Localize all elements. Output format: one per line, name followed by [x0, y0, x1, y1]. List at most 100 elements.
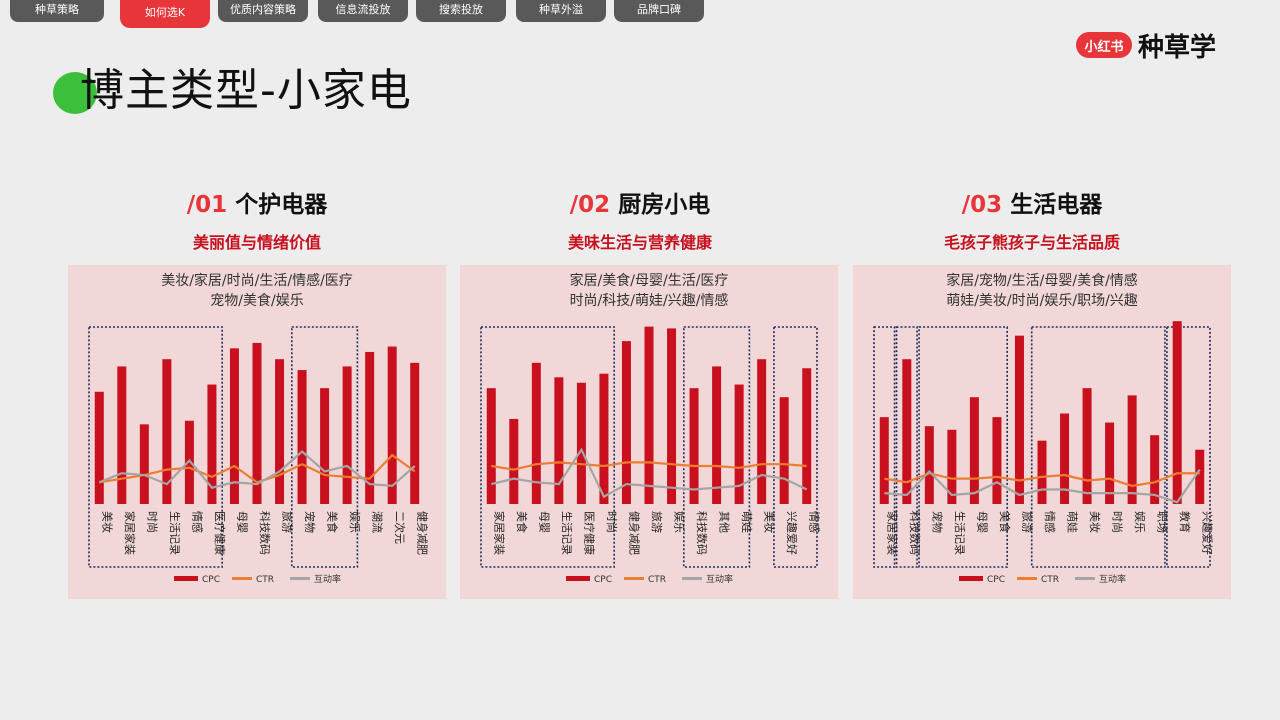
tab-1[interactable]: 如何选K: [120, 0, 210, 28]
bar-cpc: [779, 397, 789, 504]
bar-cpc: [531, 362, 541, 504]
category-label: 美妆: [1088, 511, 1101, 533]
category-label: 情感: [1043, 511, 1056, 533]
bar-cpc: [1082, 388, 1092, 504]
bar-cpc: [802, 368, 812, 504]
category-label: 母婴: [235, 511, 248, 533]
chart-panel-2: 家居/美食/母婴/生活/医疗 时尚/科技/萌娃/兴趣/情感家居家装 美食 母婴 生活记录…: [460, 265, 838, 599]
category-label: 旅游: [1020, 511, 1034, 533]
logo-text: 种草学: [1138, 32, 1217, 63]
legend-label: CTR: [256, 575, 274, 585]
category-label: 情感: [808, 511, 821, 533]
group-box: [291, 326, 359, 568]
creator-tags: 家居/美食/母婴/生活/医疗 时尚/科技/萌娃/兴趣/情感: [460, 271, 838, 311]
tab-0[interactable]: 种草策略: [10, 0, 104, 22]
category-label: 科技数码: [695, 511, 709, 555]
category-label: 兴趣爱好: [785, 511, 799, 555]
legend-label: 互动率: [706, 573, 733, 585]
tab-6[interactable]: 品牌口碑: [614, 0, 704, 22]
tags-line-1: 家居/美食/母婴/生活/医疗: [569, 273, 729, 289]
bar-cpc: [486, 388, 496, 504]
chart-legend: CPC CTR 互动率: [566, 573, 733, 585]
legend-label: CTR: [648, 575, 666, 585]
section-2-header: /02 厨房小电 美味生活与营养健康: [450, 185, 830, 253]
group-box: [918, 326, 1008, 568]
group-box: [773, 326, 818, 568]
page-title: 博主类型-小家电: [80, 65, 412, 116]
category-label: 其他: [718, 511, 731, 533]
category-label: 家居家装: [123, 511, 137, 555]
chart-svg-1: 美妆 家居家装 时尚 生活记录 情感 医疗健康 母婴 科技数码 旅游 宠物 美食 娱乐 潮流 二次元 健身减…: [88, 326, 430, 585]
bar-cpc: [320, 388, 330, 504]
bar-cpc: [387, 346, 397, 504]
bar-cpc: [94, 391, 104, 504]
bar-cpc: [184, 420, 194, 504]
chart-svg-2: 家居家装 美食 母婴 生活记录 医疗健康 时尚 健身减肥 旅游 娱乐 科技数码 其他 萌娃 美妆 兴趣爱好…: [480, 326, 821, 585]
section-subtitle: 毛孩子熊孩子与生活品质: [943, 233, 1120, 252]
bar-cpc: [644, 326, 654, 504]
legend-label: CPC: [987, 575, 1005, 585]
section-name: 生活电器: [1010, 192, 1103, 218]
bar-cpc: [509, 418, 519, 504]
category-label: 美食: [326, 511, 340, 533]
tab-5[interactable]: 种草外溢: [516, 0, 606, 22]
section-subtitle: 美丽值与情绪价值: [192, 233, 321, 252]
category-label: 时尚: [145, 511, 159, 533]
line-interaction: [491, 447, 808, 499]
category-label: 时尚: [1111, 511, 1125, 533]
section-number: /03: [961, 192, 1003, 218]
category-label: 职场: [1156, 511, 1170, 533]
category-label: 娱乐: [1133, 511, 1147, 533]
tab-4[interactable]: 搜索投放: [416, 0, 506, 22]
category-label: 生活记录: [953, 511, 967, 555]
tags-line-1: 美妆/家居/时尚/生活/情感/医疗: [161, 273, 353, 289]
line-interaction: [884, 468, 1201, 504]
category-label: 宠物: [930, 511, 944, 533]
bar-cpc: [712, 366, 722, 504]
tab-2[interactable]: 优质内容策略: [218, 0, 308, 22]
tags-line-2: 萌娃/美妆/时尚/娱乐/职场/兴趣: [946, 293, 1138, 309]
category-label: 美妆: [100, 511, 113, 533]
category-label: 萌娃: [1066, 511, 1080, 533]
bar-cpc: [1127, 395, 1137, 504]
bar-cpc: [879, 417, 889, 504]
bar-cpc: [576, 382, 586, 504]
line-ctr: [491, 461, 807, 471]
bar-cpc: [365, 351, 375, 504]
bar-cpc: [139, 424, 149, 504]
tags-line-1: 家居/宠物/生活/母婴/美食/情感: [946, 273, 1138, 289]
line-interaction: [98, 450, 416, 489]
group-box: [1166, 326, 1211, 568]
bar-cpc: [342, 366, 352, 504]
creator-tags: 美妆/家居/时尚/生活/情感/医疗 宠物/美食/娱乐: [68, 271, 446, 311]
category-label: 二次元: [393, 511, 407, 544]
category-label: 娱乐: [348, 511, 362, 533]
bar-cpc: [902, 359, 912, 504]
group-box: [88, 326, 223, 568]
section-heading: /01 个护电器: [67, 185, 447, 219]
tab-3[interactable]: 信息流投放: [318, 0, 408, 22]
category-label: 美妆: [763, 511, 776, 533]
group-box: [895, 326, 918, 568]
chart-svg-3: 家居家装 科技数码 宠物 生活记录 母婴 美食 旅游 情感 萌娃 美妆 时尚 娱乐 职场 教育 兴趣爱好 CP…: [873, 321, 1215, 585]
bar-cpc: [621, 341, 631, 504]
bar-cpc: [992, 417, 1002, 504]
section-1-header: /01 个护电器美丽值与情绪价值: [67, 185, 447, 253]
category-label: 医疗健康: [213, 511, 227, 555]
tags-line-2: 时尚/科技/萌娃/兴趣/情感: [569, 293, 729, 309]
category-label: 娱乐: [673, 511, 687, 533]
bar-cpc: [1060, 413, 1070, 504]
category-label: 旅游: [650, 511, 664, 533]
bar-cpc: [252, 342, 262, 504]
legend-label: CTR: [1041, 575, 1059, 585]
legend-label: CPC: [202, 575, 220, 585]
category-label: 美食: [515, 511, 529, 533]
chart-panel-1: 美妆/家居/时尚/生活/情感/医疗 宠物/美食/娱乐美妆 家居家装 时尚 生活记录 情感医…: [68, 265, 446, 599]
bar-cpc: [410, 362, 420, 504]
legend-label: 互动率: [314, 573, 341, 585]
category-label: 家居家装: [492, 511, 506, 555]
green-dot-decoration: [53, 72, 97, 114]
section-name: 个护电器: [235, 192, 328, 218]
category-label: 教育: [1178, 511, 1192, 533]
category-label: 美食: [998, 511, 1012, 533]
